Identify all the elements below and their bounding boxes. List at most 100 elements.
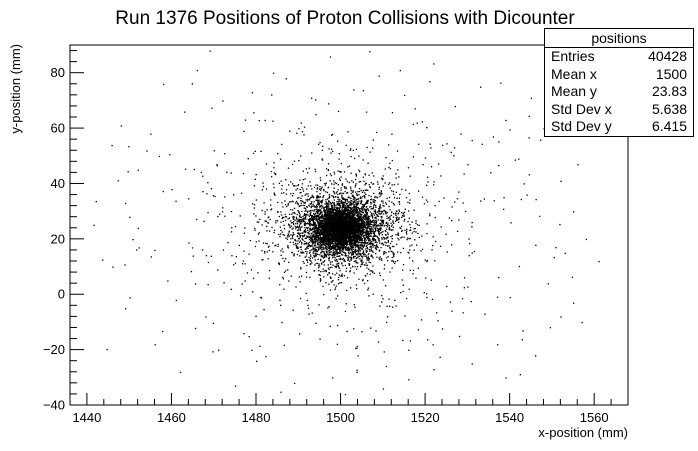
data-point: [317, 222, 319, 224]
data-point: [346, 199, 349, 201]
data-point: [332, 213, 334, 216]
data-point: [361, 218, 363, 220]
data-point: [363, 218, 365, 220]
data-point: [359, 218, 361, 220]
data-point: [276, 220, 279, 222]
data-point: [342, 246, 345, 248]
data-point: [350, 218, 353, 220]
data-point: [317, 200, 319, 202]
data-point: [321, 231, 323, 234]
data-point: [297, 246, 299, 248]
data-point: [330, 174, 332, 177]
data-point: [329, 251, 331, 253]
data-point: [319, 246, 321, 248]
data-point: [292, 183, 294, 185]
data-point: [331, 201, 334, 204]
data-point: [356, 240, 358, 242]
data-point: [387, 222, 389, 224]
data-point: [370, 254, 373, 256]
data-point: [334, 232, 336, 234]
data-point: [351, 211, 353, 213]
data-point: [320, 241, 322, 243]
data-point: [322, 261, 324, 263]
data-point: [346, 223, 348, 225]
data-point: [370, 203, 372, 205]
data-point: [389, 242, 392, 245]
data-point: [290, 222, 293, 224]
data-point: [320, 227, 323, 230]
data-point: [352, 232, 354, 234]
data-point: [304, 256, 306, 258]
data-point: [333, 202, 335, 205]
data-point: [331, 266, 333, 268]
data-point: [334, 228, 336, 230]
data-point: [340, 176, 342, 178]
data-point: [342, 228, 345, 230]
data-point: [343, 202, 345, 204]
data-point: [334, 259, 336, 261]
data-point: [339, 235, 341, 237]
data-point: [329, 209, 331, 212]
data-point: [385, 242, 387, 244]
data-point: [368, 249, 371, 251]
data-point: [261, 224, 263, 226]
data-point: [335, 182, 338, 185]
data-point: [382, 223, 384, 225]
data-point: [340, 236, 342, 239]
data-point: [347, 215, 349, 218]
data-point: [323, 210, 325, 213]
data-point: [337, 221, 339, 223]
data-point: [339, 232, 341, 234]
data-point: [398, 203, 401, 205]
data-point: [348, 219, 351, 221]
data-point: [354, 251, 356, 254]
data-point: [354, 210, 356, 212]
data-point: [299, 216, 302, 218]
data-point: [337, 196, 339, 199]
data-point: [381, 237, 383, 239]
data-point: [329, 249, 331, 252]
data-point: [306, 188, 308, 190]
data-point: [316, 232, 318, 234]
data-point: [321, 207, 323, 209]
data-point: [318, 214, 320, 216]
data-point: [391, 260, 393, 262]
data-point: [329, 234, 331, 236]
data-point: [369, 240, 371, 242]
data-point: [333, 205, 335, 207]
data-point: [391, 235, 393, 237]
data-point: [330, 222, 332, 224]
data-point: [362, 190, 365, 192]
data-point: [355, 218, 358, 220]
data-point: [312, 219, 315, 221]
data-point: [351, 180, 353, 182]
data-point: [329, 224, 332, 226]
data-point: [301, 243, 303, 245]
data-point: [296, 225, 298, 227]
data-point: [369, 235, 372, 237]
data-point: [340, 223, 342, 225]
data-point: [335, 266, 337, 269]
data-point: [350, 245, 352, 247]
data-point: [349, 197, 351, 199]
data-point: [349, 245, 351, 247]
data-point: [377, 229, 379, 231]
data-point: [300, 226, 302, 228]
data-point: [322, 243, 324, 245]
data-point: [329, 247, 331, 249]
data-point: [356, 228, 359, 230]
data-point: [328, 239, 330, 241]
data-point: [348, 212, 350, 214]
data-point: [312, 223, 315, 225]
data-point: [344, 210, 346, 212]
data-point: [345, 207, 347, 209]
data-point: [315, 230, 317, 232]
data-point: [299, 218, 301, 221]
data-point: [305, 215, 307, 217]
data-point: [339, 243, 341, 245]
data-point: [310, 254, 312, 256]
data-point: [341, 250, 343, 252]
data-point: [341, 218, 343, 220]
data-point: [339, 237, 341, 239]
data-point: [316, 227, 318, 229]
